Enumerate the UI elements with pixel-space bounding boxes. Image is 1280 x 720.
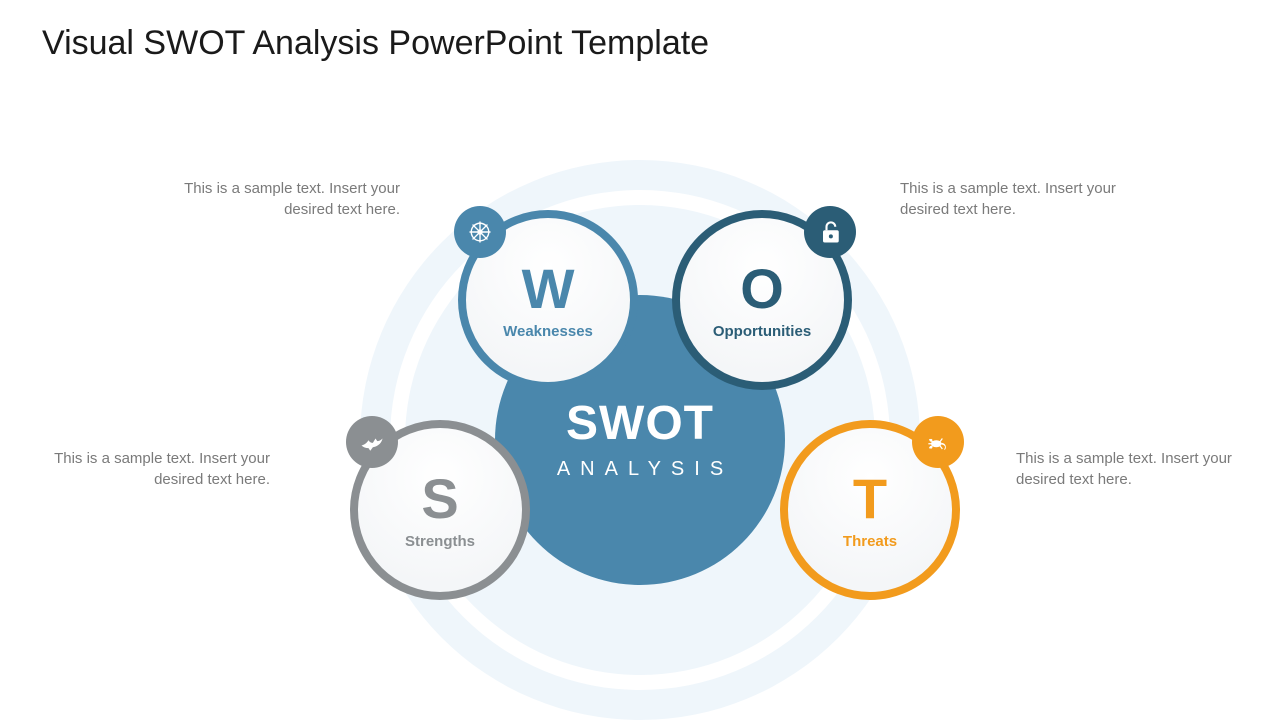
quad-threats-letter: T xyxy=(853,471,887,527)
quad-weaknesses-letter: W xyxy=(522,261,575,317)
caption-strengths: This is a sample text. Insert your desir… xyxy=(40,448,270,490)
unlock-icon xyxy=(804,206,856,258)
quad-threats: T Threats xyxy=(780,420,960,600)
quad-opportunities-label: Opportunities xyxy=(713,323,811,340)
quad-opportunities-letter: O xyxy=(740,261,784,317)
caption-opportunities: This is a sample text. Insert your desir… xyxy=(900,178,1130,220)
diagram-stage: SWOT ANALYSIS S Strengths W Weaknesses O… xyxy=(0,0,1280,720)
quad-threats-label: Threats xyxy=(843,533,897,550)
scorpion-icon xyxy=(912,416,964,468)
quad-weaknesses-label: Weaknesses xyxy=(503,323,593,340)
eagle-icon xyxy=(346,416,398,468)
center-main-text: SWOT xyxy=(566,400,714,448)
quad-opportunities: O Opportunities xyxy=(672,210,852,390)
center-sub-text: ANALYSIS xyxy=(557,458,733,481)
wheel-icon xyxy=(454,206,506,258)
quad-strengths-label: Strengths xyxy=(405,533,475,550)
quad-strengths-letter: S xyxy=(421,471,458,527)
quad-weaknesses: W Weaknesses xyxy=(458,210,638,390)
caption-threats: This is a sample text. Insert your desir… xyxy=(1016,448,1246,490)
caption-weaknesses: This is a sample text. Insert your desir… xyxy=(170,178,400,220)
quad-strengths: S Strengths xyxy=(350,420,530,600)
